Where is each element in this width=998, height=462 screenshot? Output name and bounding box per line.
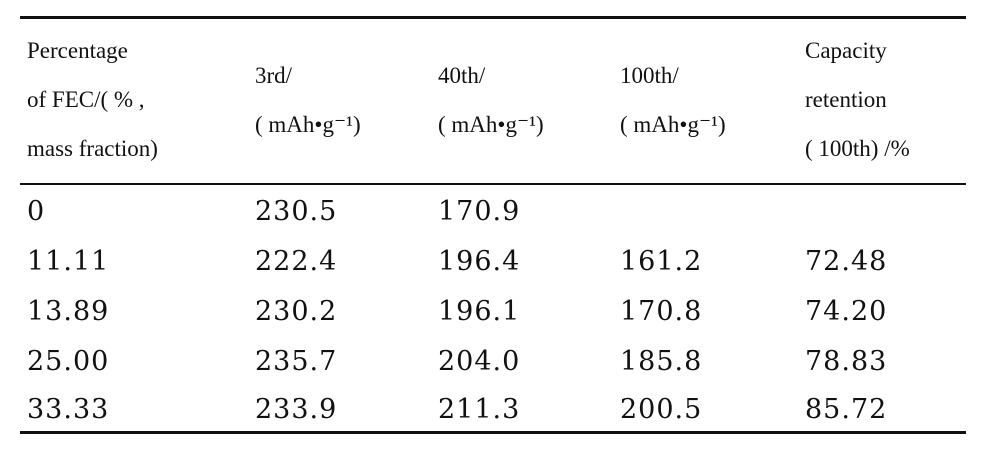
header-cell: ( mAh•g⁻¹) xyxy=(438,111,544,137)
data-cell: 78.83 xyxy=(805,346,888,377)
header-cell: 40th/ xyxy=(438,62,486,88)
data-cell: 11.11 xyxy=(27,246,110,277)
header-cell: ( 100th) /% xyxy=(805,136,910,161)
data-cell: 13.89 xyxy=(27,296,110,327)
header-cell: Capacity xyxy=(805,38,887,63)
data-cell: 196.4 xyxy=(438,246,521,277)
data-cell: 25.00 xyxy=(27,346,110,377)
data-cell: 74.20 xyxy=(805,296,888,327)
data-cell: 235.7 xyxy=(255,346,338,377)
header-cell: ( mAh•g⁻¹) xyxy=(620,111,726,137)
header-cell: Percentage xyxy=(27,38,128,63)
header-cell: 100th/ xyxy=(620,62,679,88)
header-rule xyxy=(20,183,966,185)
bottom-rule xyxy=(20,431,966,434)
data-cell: 233.9 xyxy=(255,394,338,425)
data-cell: 196.1 xyxy=(438,296,521,327)
data-cell: 85.72 xyxy=(805,394,888,425)
data-cell: 211.3 xyxy=(438,394,521,425)
data-cell: 170.8 xyxy=(620,296,703,327)
data-cell: 200.5 xyxy=(620,394,703,425)
header-cell: ( mAh•g⁻¹) xyxy=(255,111,361,137)
data-cell: 0 xyxy=(27,196,46,227)
header-cell: retention xyxy=(805,87,887,112)
data-cell: 161.2 xyxy=(620,246,703,277)
header-cell: 3rd/ xyxy=(255,62,293,88)
data-cell: 230.5 xyxy=(255,196,338,227)
data-cell: 222.4 xyxy=(255,246,338,277)
data-cell: 72.48 xyxy=(805,246,888,277)
header-cell: mass fraction) xyxy=(27,136,158,161)
header-cell: of FEC/( % , xyxy=(27,87,145,112)
data-cell: 230.2 xyxy=(255,296,338,327)
data-cell: 204.0 xyxy=(438,346,521,377)
data-cell: 185.8 xyxy=(620,346,703,377)
data-cell: 170.9 xyxy=(438,196,521,227)
top-rule xyxy=(20,16,966,19)
data-cell: 33.33 xyxy=(27,394,110,425)
